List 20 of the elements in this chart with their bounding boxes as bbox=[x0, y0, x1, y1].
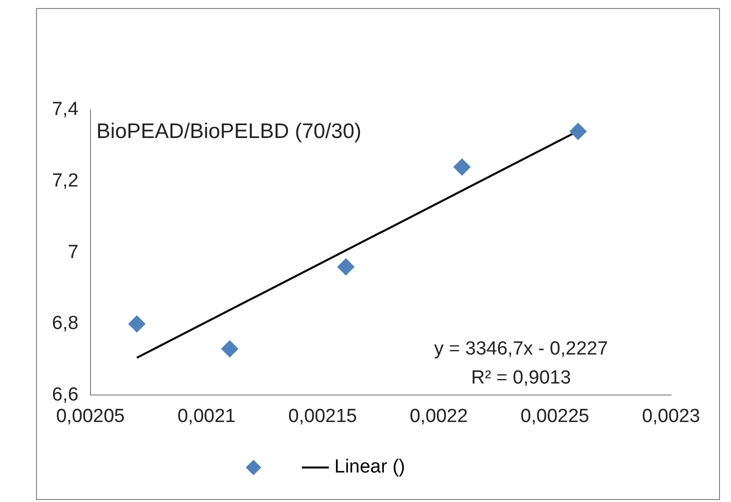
y-tick-label: 6,8 bbox=[52, 313, 78, 334]
x-tick-label: 0,00215 bbox=[288, 406, 357, 427]
point bbox=[221, 340, 238, 358]
point bbox=[570, 122, 587, 140]
legend-label: Linear () bbox=[334, 456, 406, 478]
y-tick-label: 7 bbox=[68, 242, 78, 263]
y-tick-label: 6,6 bbox=[52, 384, 78, 406]
annotation: y = 3346,7x - 0,2227 bbox=[434, 338, 608, 360]
y-tick-label: 7,2 bbox=[52, 170, 78, 192]
x-tick-label: 0,0023 bbox=[642, 406, 700, 427]
x-tick-label: 0,0021 bbox=[177, 406, 236, 427]
point bbox=[453, 158, 470, 176]
annotation: R² = 0,9013 bbox=[471, 367, 571, 388]
text: BioPEAD/BioPELBD (70/30) bbox=[96, 120, 362, 143]
x-tick-label: 0,00205 bbox=[56, 406, 125, 427]
point bbox=[128, 315, 146, 332]
y-tick-label: 7,4 bbox=[52, 99, 79, 120]
point bbox=[337, 258, 354, 276]
x-tick-label: 0,00225 bbox=[520, 406, 590, 427]
x-tick-label: 0,0022 bbox=[410, 406, 468, 427]
